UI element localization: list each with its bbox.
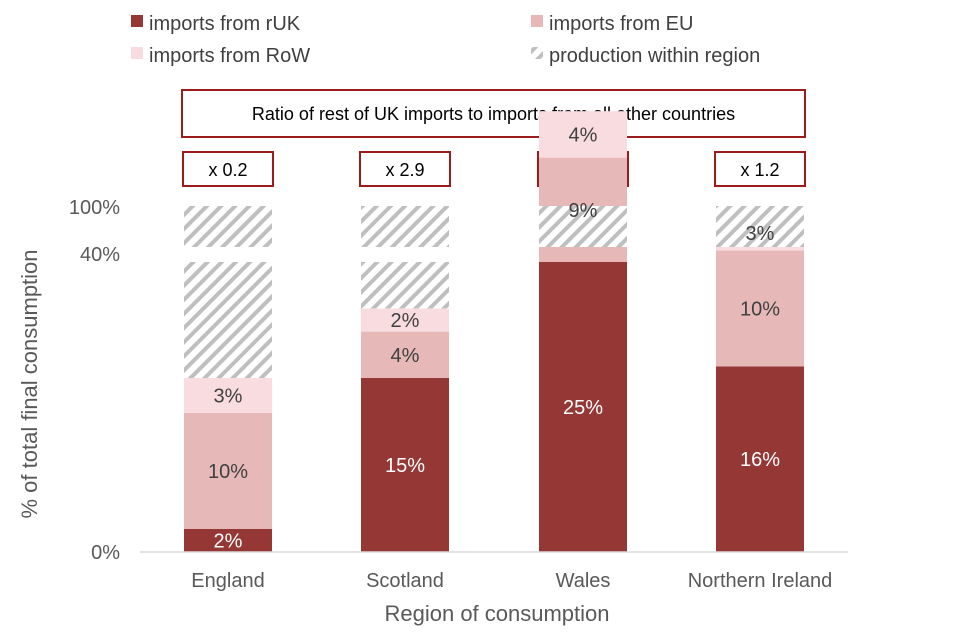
data-label-imports-from-row-england: 3%	[214, 385, 243, 407]
y-tick-40: 40%	[80, 244, 120, 266]
legend-swatch-production	[531, 47, 543, 59]
legend-item-RoW: imports from RoW	[131, 45, 310, 67]
ratio-badge-scotland: x 2.9	[359, 151, 451, 187]
ratio-value-england: x 0.2	[208, 160, 247, 180]
legend-label-RoW: imports from RoW	[149, 45, 310, 67]
x-axis-title: Region of consumption	[384, 601, 609, 626]
bar-cap-production-within-region-northern-ireland	[716, 206, 804, 247]
legend-item-EU: imports from EU	[531, 13, 693, 35]
bar-cap-production-within-region-wales	[539, 206, 627, 247]
legend-swatch-rUK	[131, 15, 143, 27]
data-label-imports-from-eu-wales: 9%	[569, 200, 598, 222]
legend-label-production: production within region	[549, 45, 760, 67]
legend-item-production: production within region	[531, 45, 760, 67]
bar-imports-from-eu-northern-ireland	[716, 250, 804, 367]
data-label-imports-from-eu-northern-ireland: 10%	[740, 298, 780, 320]
y-axis-title: % of total final consumption	[17, 249, 42, 518]
legend-item-rUK: imports from rUK	[131, 13, 301, 35]
bar-imports-from-ruk-wales	[539, 262, 627, 552]
bar-imports-from-eu-england	[184, 412, 272, 529]
y-axis-ticks: 100% 40% 0%	[69, 197, 120, 564]
data-label-imports-from-eu-england: 10%	[208, 461, 248, 483]
ratio-header-text: Ratio of rest of UK imports to imports f…	[252, 104, 735, 124]
data-label-imports-from-ruk-northern-ireland: 16%	[740, 449, 780, 471]
bar-imports-from-row-scotland	[361, 308, 449, 332]
ratio-value-northern-ireland: x 1.2	[740, 160, 779, 180]
bar-imports-from-row-england	[184, 378, 272, 413]
ratio-badge-england: x 0.2	[182, 151, 274, 187]
x-tick-wales: Wales	[556, 570, 611, 592]
legend-swatch-EU	[531, 15, 543, 27]
bar-imports-from-row-wales	[539, 111, 627, 158]
bar-imports-from-ruk-scotland	[361, 378, 449, 552]
bar-production-within-region-england	[184, 262, 272, 378]
x-tick-northern-ireland: Northern Ireland	[688, 570, 833, 592]
y-tick-0: 0%	[91, 542, 120, 564]
data-label-imports-from-ruk-england: 2%	[214, 530, 243, 552]
data-label-imports-from-eu-scotland: 4%	[391, 345, 420, 367]
ratio-value-scotland: x 2.9	[385, 160, 424, 180]
data-label-imports-from-ruk-scotland: 15%	[385, 455, 425, 477]
legend: imports from rUK imports from EU imports…	[131, 13, 760, 67]
data-label-imports-from-ruk-wales: 25%	[563, 397, 603, 419]
legend-label-EU: imports from EU	[549, 13, 693, 35]
bar-cap-production-within-region-england	[184, 206, 272, 247]
bars	[184, 111, 804, 552]
ratio-header-box: Ratio of rest of UK imports to imports f…	[181, 89, 806, 138]
bar-imports-from-ruk-northern-ireland	[716, 366, 804, 552]
y-tick-100: 100%	[69, 197, 120, 219]
data-label-imports-from-row-northern-ireland: 3%	[746, 223, 775, 245]
data-label-imports-from-row-wales: 4%	[569, 124, 598, 146]
bar-imports-from-ruk-england	[184, 528, 272, 552]
x-tick-england: England	[191, 570, 264, 592]
bar-cap-production-within-region-scotland	[361, 206, 449, 247]
ratio-badges: x 0.2x 2.9x 1.9x 1.2	[182, 151, 806, 187]
legend-label-rUK: imports from rUK	[149, 13, 301, 35]
x-tick-scotland: Scotland	[366, 570, 444, 592]
bar-production-within-region-scotland	[361, 262, 449, 309]
legend-swatch-RoW	[131, 47, 143, 59]
data-label-imports-from-row-scotland: 2%	[391, 310, 420, 332]
data-labels: 2% 10% 3% 15% 4% 2% 25% 9% 4% 16% 10% 3%	[208, 124, 780, 552]
x-axis-categories: England Scotland Wales Northern Ireland	[191, 570, 832, 592]
bar-imports-from-eu-scotland	[361, 331, 449, 378]
ratio-badge-northern-ireland: x 1.2	[714, 151, 806, 187]
